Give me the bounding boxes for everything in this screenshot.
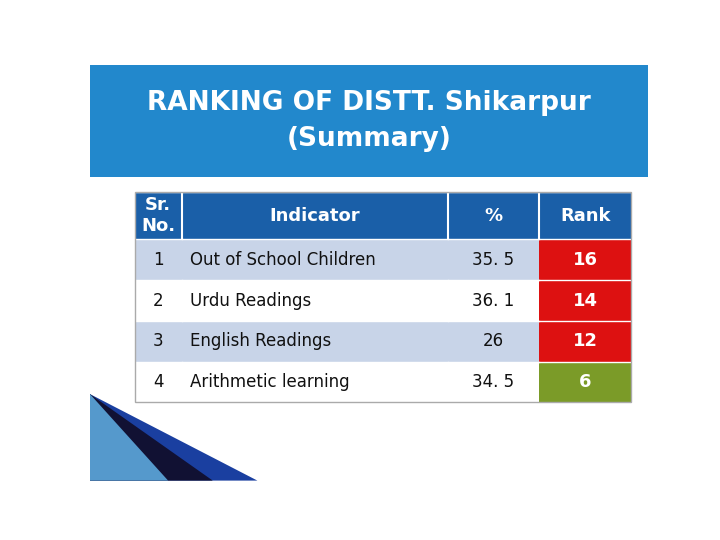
FancyBboxPatch shape (539, 239, 631, 280)
Polygon shape (90, 394, 213, 481)
Text: Arithmetic learning: Arithmetic learning (190, 373, 350, 391)
Text: %: % (485, 206, 503, 225)
FancyBboxPatch shape (539, 321, 631, 362)
FancyBboxPatch shape (448, 239, 539, 280)
FancyBboxPatch shape (448, 362, 539, 402)
Text: 1: 1 (153, 251, 163, 269)
Text: Indicator: Indicator (269, 206, 360, 225)
FancyBboxPatch shape (182, 239, 448, 280)
FancyBboxPatch shape (539, 192, 631, 239)
Text: 4: 4 (153, 373, 163, 391)
FancyBboxPatch shape (182, 321, 448, 362)
Text: Sr.
No.: Sr. No. (141, 196, 175, 235)
Text: 2: 2 (153, 292, 163, 309)
Text: RANKING OF DISTT. Shikarpur
(Summary): RANKING OF DISTT. Shikarpur (Summary) (147, 90, 591, 152)
Text: Rank: Rank (560, 206, 611, 225)
Text: Urdu Readings: Urdu Readings (190, 292, 312, 309)
FancyBboxPatch shape (448, 192, 539, 239)
Text: 14: 14 (573, 292, 598, 309)
Text: 34. 5: 34. 5 (472, 373, 515, 391)
Text: 16: 16 (573, 251, 598, 269)
Text: 36. 1: 36. 1 (472, 292, 515, 309)
Text: English Readings: English Readings (190, 332, 331, 350)
FancyBboxPatch shape (539, 280, 631, 321)
Text: 26: 26 (483, 332, 504, 350)
FancyBboxPatch shape (135, 192, 182, 239)
Text: 3: 3 (153, 332, 163, 350)
Text: 6: 6 (579, 373, 592, 391)
FancyBboxPatch shape (135, 321, 182, 362)
FancyBboxPatch shape (135, 239, 182, 280)
FancyBboxPatch shape (182, 192, 448, 239)
FancyBboxPatch shape (90, 65, 648, 177)
FancyBboxPatch shape (135, 362, 182, 402)
Text: 35. 5: 35. 5 (472, 251, 515, 269)
FancyBboxPatch shape (182, 362, 448, 402)
Text: Out of School Children: Out of School Children (190, 251, 376, 269)
Polygon shape (90, 394, 168, 481)
Polygon shape (90, 394, 258, 481)
FancyBboxPatch shape (135, 280, 182, 321)
FancyBboxPatch shape (448, 280, 539, 321)
FancyBboxPatch shape (182, 280, 448, 321)
FancyBboxPatch shape (539, 362, 631, 402)
FancyBboxPatch shape (448, 321, 539, 362)
Text: 12: 12 (573, 332, 598, 350)
